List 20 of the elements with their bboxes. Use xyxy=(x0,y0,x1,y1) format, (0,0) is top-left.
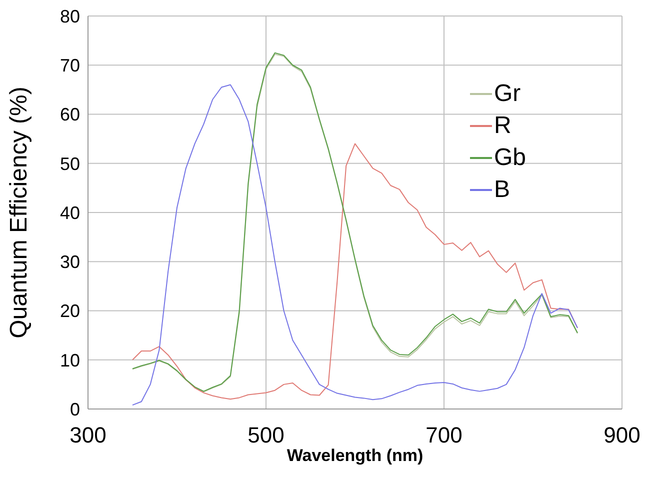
y-axis-title: Quantum Efficiency (%) xyxy=(6,86,33,338)
x-tick-label: 300 xyxy=(70,422,106,448)
x-axis-title: Wavelength (nm) xyxy=(286,446,424,465)
x-tick-label: 700 xyxy=(426,422,462,448)
legend-label: Gb xyxy=(494,144,526,172)
y-tick-label: 80 xyxy=(60,6,80,26)
y-tick-label: 30 xyxy=(60,252,80,272)
line-series xyxy=(132,143,578,400)
y-tick-label: 20 xyxy=(60,301,80,322)
y-tick-label: 10 xyxy=(60,350,80,370)
x-tick-label: 500 xyxy=(248,422,284,448)
y-tick-label: 40 xyxy=(60,202,80,223)
legend-label: R xyxy=(494,112,512,140)
y-tick-label: 70 xyxy=(60,56,80,76)
legend-label: B xyxy=(494,176,510,204)
y-tick-label: 60 xyxy=(60,104,80,125)
x-tick-label: 900 xyxy=(604,422,640,448)
y-tick-label: 0 xyxy=(70,399,80,420)
y-tick-label: 50 xyxy=(60,154,80,174)
legend-label: Gr xyxy=(494,80,521,108)
